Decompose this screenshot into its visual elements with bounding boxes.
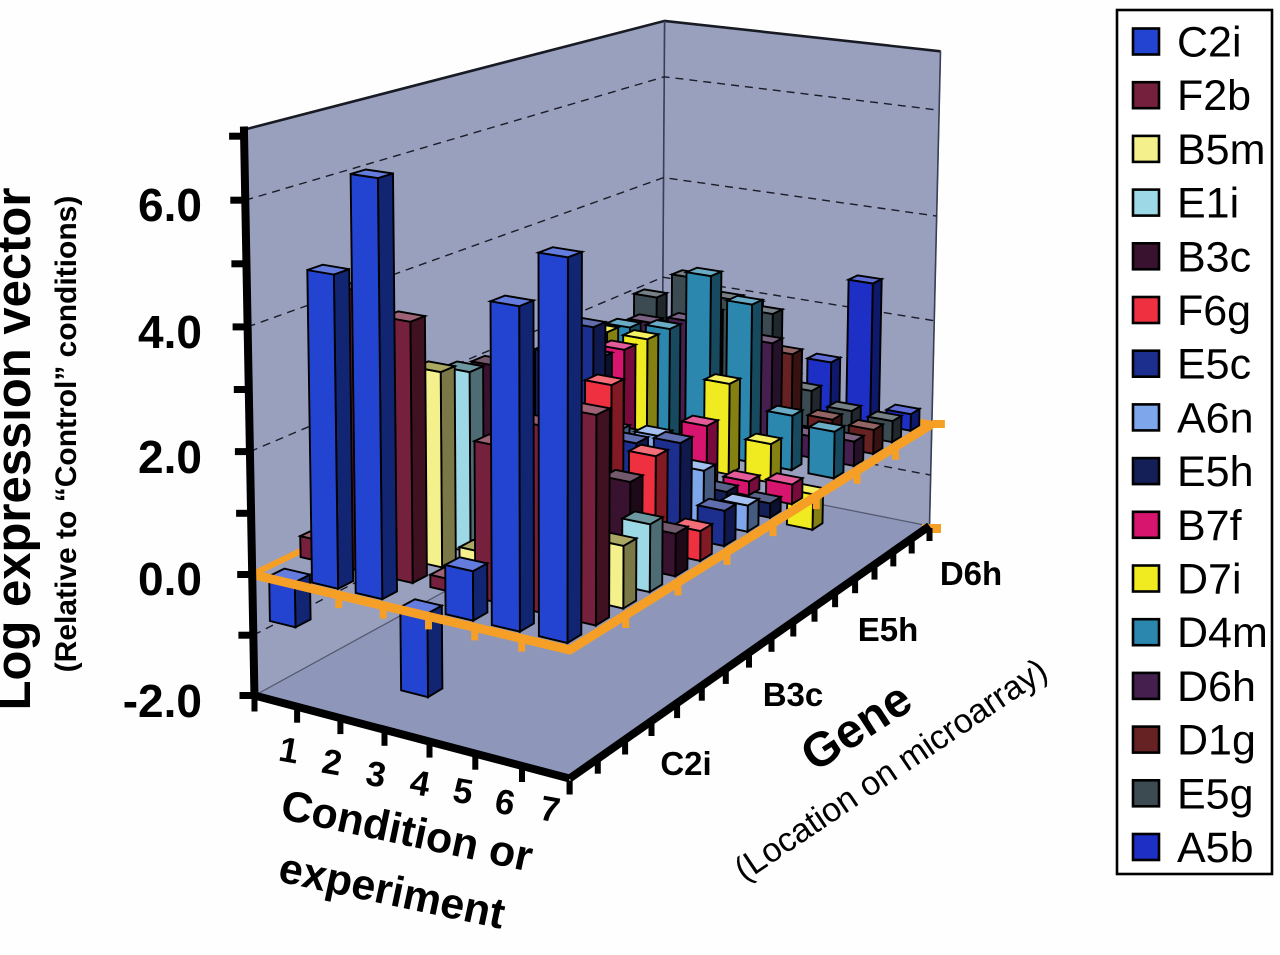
svg-text:Log expression vector: Log expression vector — [0, 188, 41, 711]
svg-text:(Relative to “Control” conditi: (Relative to “Control” conditions) — [50, 196, 83, 673]
svg-text:C2i: C2i — [1177, 19, 1242, 67]
svg-text:E5g: E5g — [1177, 770, 1254, 818]
svg-text:D7i: D7i — [1177, 556, 1242, 604]
svg-text:0.0: 0.0 — [138, 553, 202, 605]
svg-text:E5h: E5h — [1177, 448, 1254, 496]
svg-text:A5b: A5b — [1177, 824, 1254, 872]
svg-text:D1g: D1g — [1177, 717, 1256, 765]
svg-text:C2i: C2i — [660, 745, 711, 782]
svg-text:B3c: B3c — [1177, 233, 1251, 281]
svg-text:A6n: A6n — [1177, 394, 1254, 442]
svg-text:B5m: B5m — [1177, 126, 1265, 174]
svg-text:2.0: 2.0 — [138, 431, 202, 483]
svg-text:B3c: B3c — [763, 676, 824, 713]
svg-text:E1i: E1i — [1177, 180, 1239, 228]
svg-text:F2b: F2b — [1177, 72, 1251, 120]
svg-text:-2.0: -2.0 — [123, 675, 202, 727]
svg-text:B7f: B7f — [1177, 502, 1243, 550]
svg-text:D6h: D6h — [940, 555, 1002, 592]
svg-text:4.0: 4.0 — [138, 306, 202, 358]
svg-text:6.0: 6.0 — [138, 179, 202, 231]
svg-text:E5c: E5c — [1177, 341, 1251, 389]
svg-text:D4m: D4m — [1177, 609, 1268, 657]
svg-text:F6g: F6g — [1177, 287, 1251, 335]
svg-text:D6h: D6h — [1177, 663, 1256, 711]
svg-text:E5h: E5h — [858, 611, 919, 648]
